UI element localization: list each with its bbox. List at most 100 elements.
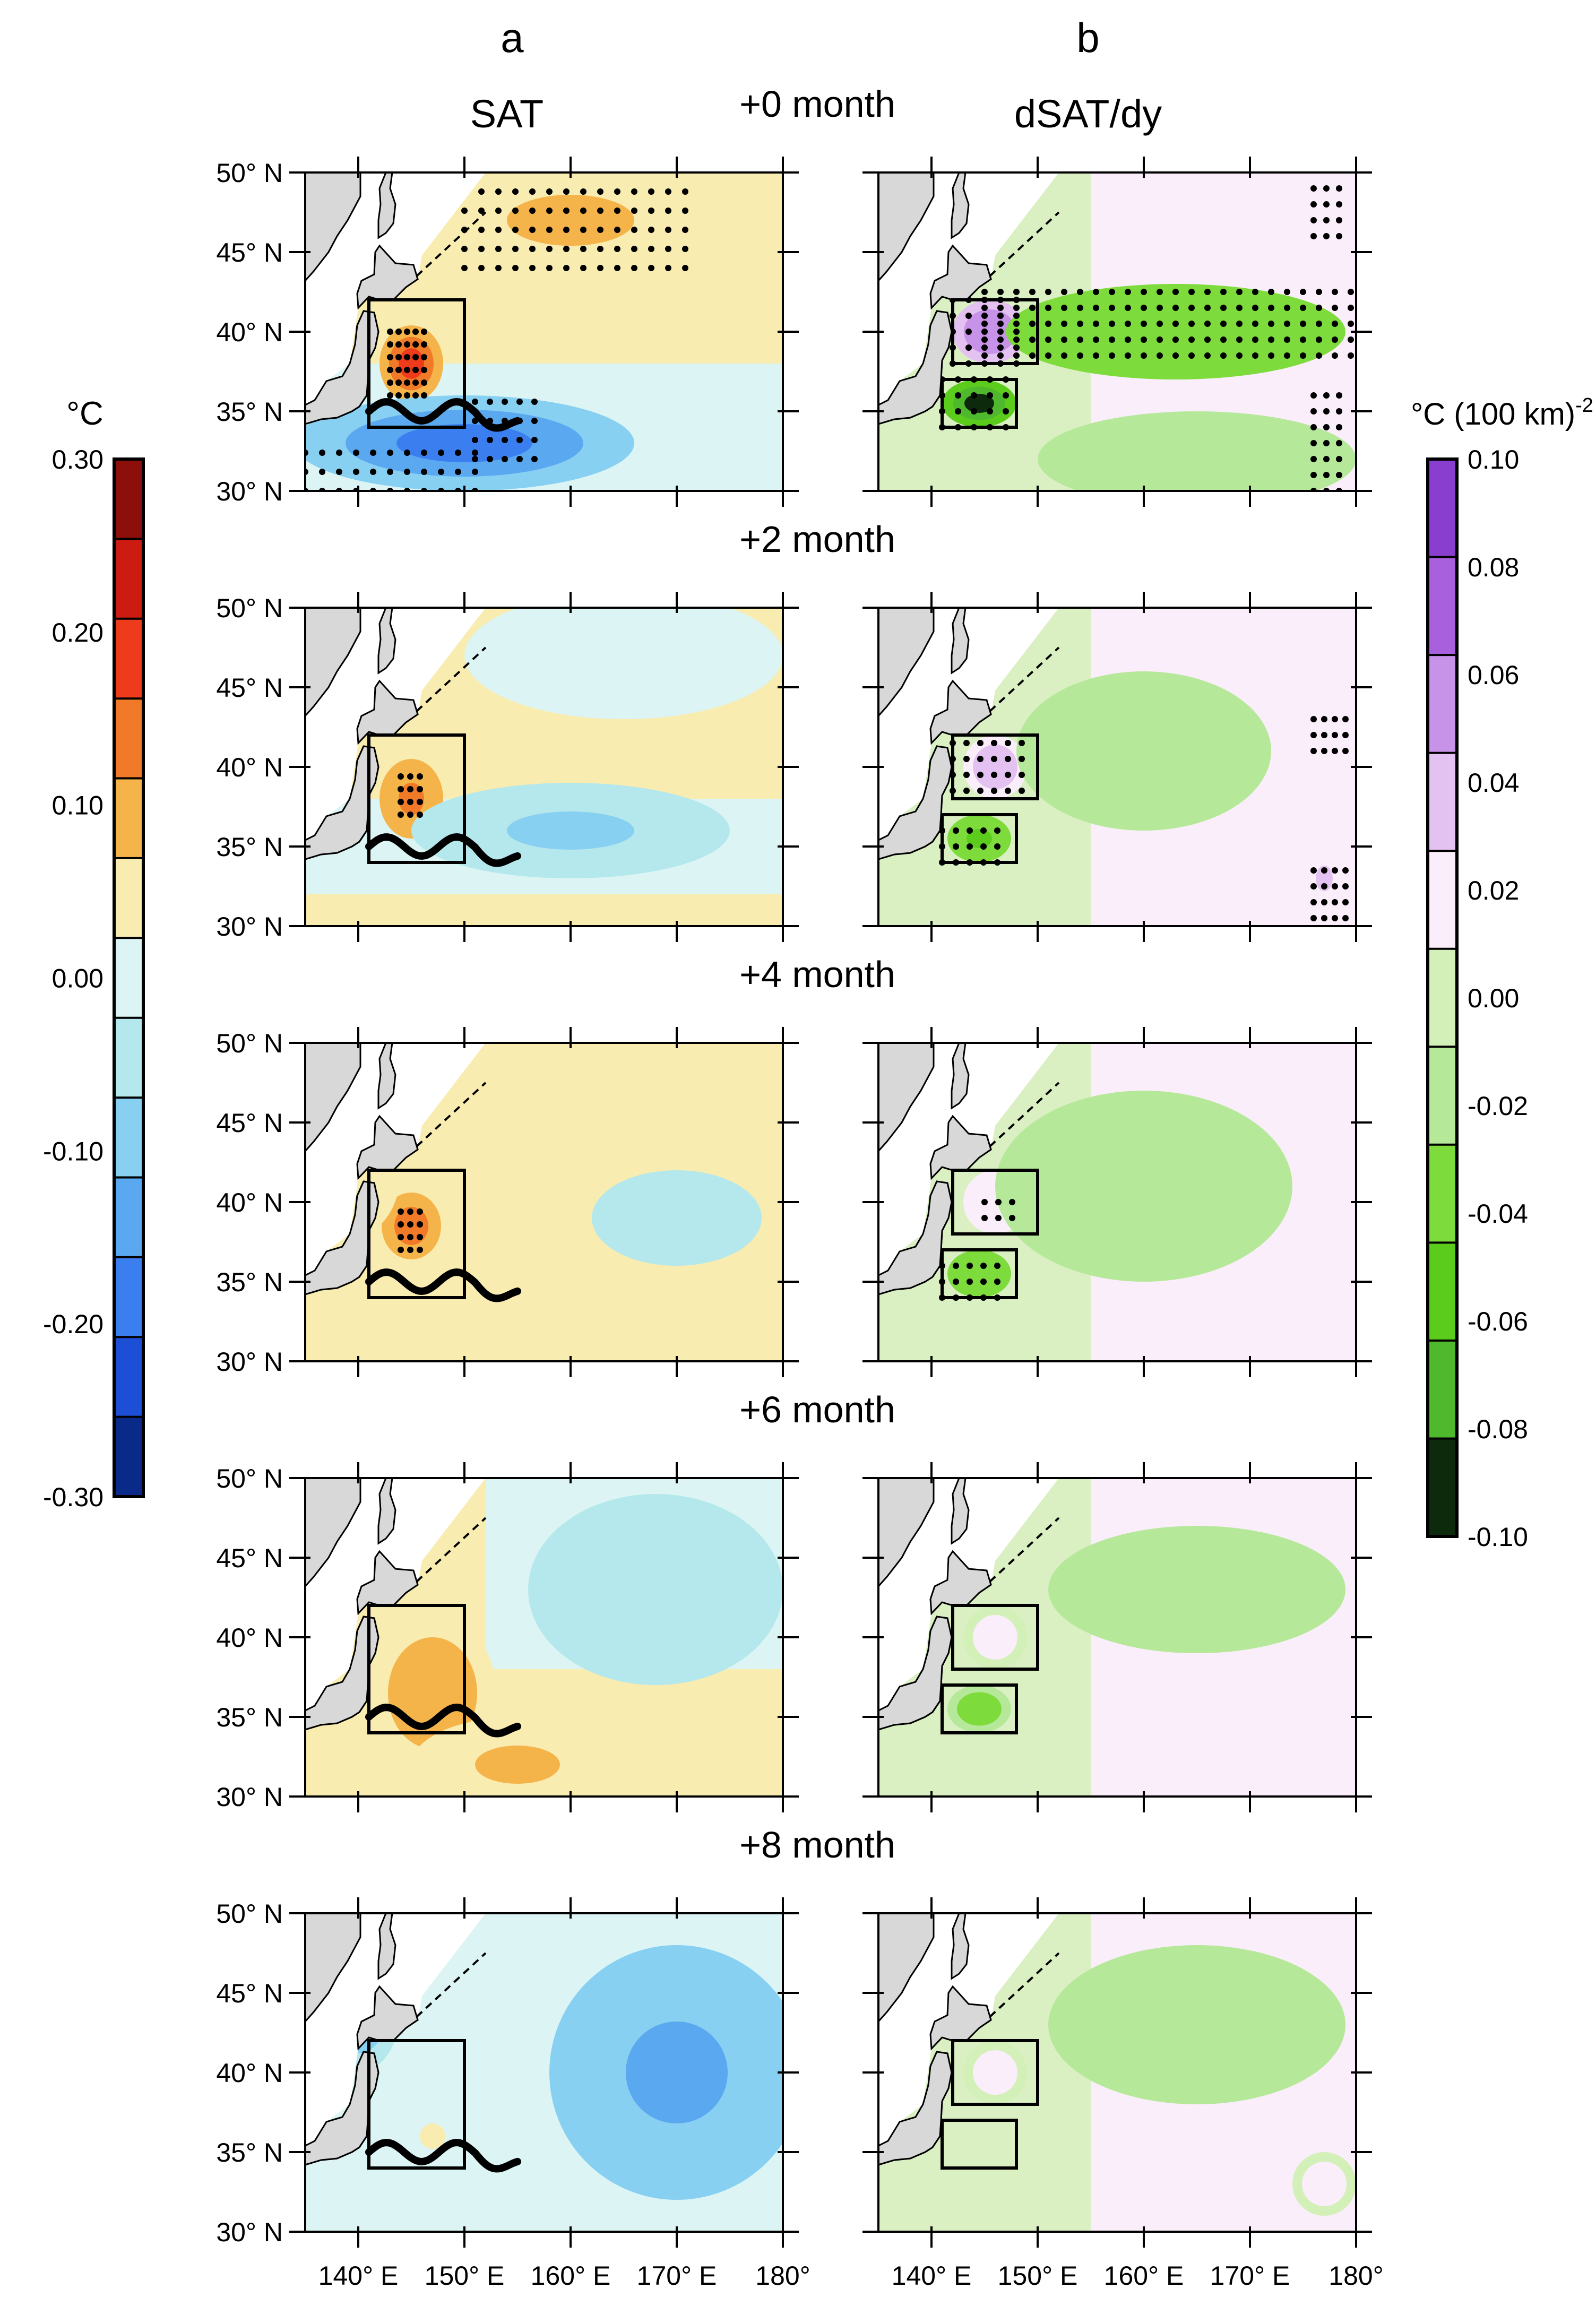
lon-tick-label: 180° — [1328, 2261, 1383, 2291]
significance-dot-71 — [395, 392, 402, 399]
significance-dot-148 — [472, 399, 478, 405]
kuroshio-path — [365, 833, 521, 867]
significance-dot-139 — [487, 437, 493, 443]
significance-dot-98 — [1013, 289, 1020, 295]
significance-dot-23 — [614, 246, 620, 252]
sat-colorbar-swatch-0 — [114, 459, 143, 539]
dsat-colorbar-unit-base: °C (100 km) — [1411, 397, 1575, 431]
significance-dot-107 — [1157, 289, 1163, 295]
lat-tick-label: 35° N — [216, 1267, 283, 1297]
dsat-north-box — [951, 1604, 1039, 1671]
sat-colorbar-swatch-8 — [114, 1098, 143, 1178]
significance-dot-29 — [478, 227, 485, 233]
kuroshio-path — [365, 2138, 521, 2173]
significance-dot-131 — [965, 329, 972, 335]
significance-dot-3 — [991, 788, 997, 794]
significance-dot-135 — [502, 456, 508, 462]
significance-dot-6 — [953, 1279, 959, 1285]
significance-dot-93 — [1316, 305, 1322, 311]
significance-dot-58 — [1141, 321, 1147, 327]
significance-dot-142 — [531, 437, 538, 443]
sat-region-box — [367, 2039, 466, 2170]
significance-dot-7 — [1093, 352, 1099, 359]
significance-dot-59 — [1157, 321, 1163, 327]
land-outline-1 — [305, 745, 379, 860]
significance-dot-17 — [1252, 352, 1258, 359]
significance-dot-109 — [1188, 289, 1195, 295]
dsat-south-box — [941, 813, 1018, 864]
significance-dot-65 — [1252, 321, 1258, 327]
significance-dot-27 — [682, 246, 688, 252]
significance-dot-32 — [529, 227, 536, 233]
lat-tick-label: 30° N — [216, 1782, 283, 1812]
lon-tick-label: 170° E — [1210, 2261, 1290, 2291]
land-outline-3 — [951, 172, 970, 239]
significance-dot-12 — [967, 1263, 973, 1269]
significance-dot-159 — [1003, 392, 1009, 399]
significance-dot-0 — [398, 1247, 404, 1253]
significance-dot-10 — [1141, 352, 1147, 359]
significance-dot-30 — [953, 843, 959, 850]
significance-dot-45 — [1332, 899, 1338, 905]
significance-dot-13 — [1188, 352, 1195, 359]
significance-dot-87 — [404, 354, 410, 360]
significance-dot-89 — [421, 354, 427, 360]
significance-dot-174 — [1310, 440, 1317, 446]
significance-dot-11 — [1019, 772, 1025, 778]
significance-dot-134 — [1013, 329, 1020, 335]
significance-dot-45 — [512, 208, 519, 214]
map-field — [878, 608, 1356, 926]
significance-dot-14 — [994, 1263, 1000, 1269]
significance-dot-88 — [1236, 305, 1243, 311]
significance-dot-69 — [682, 188, 688, 195]
significance-dot-9 — [991, 772, 997, 778]
significance-dot-8 — [977, 772, 984, 778]
significance-dot-137 — [531, 456, 538, 462]
significance-dot-47 — [1348, 336, 1354, 343]
lat-tick-label: 35° N — [216, 832, 283, 862]
significance-dot-47 — [1310, 883, 1317, 889]
anomaly-contour-2-2 — [1312, 2171, 1337, 2197]
sat-map-2: 50° N 45° N 40° N 35° N 30° N — [216, 1027, 799, 1377]
lon-tick-label: 150° E — [425, 2261, 505, 2291]
significance-dot-37 — [614, 227, 620, 233]
significance-dot-97 — [997, 289, 1004, 295]
significance-dot-85 — [387, 354, 393, 360]
significance-dot-55 — [682, 208, 688, 214]
significance-dot-16 — [995, 1215, 1002, 1221]
significance-dot-171 — [1310, 456, 1317, 462]
lat-tick-label: 45° N — [216, 1543, 283, 1573]
significance-dot-41 — [1332, 915, 1338, 921]
significance-dot-42 — [1268, 336, 1274, 343]
significance-dot-17 — [1009, 1215, 1015, 1221]
significance-dot-133 — [472, 456, 478, 462]
sat-colorbar-swatch-5 — [114, 858, 143, 938]
anomaly-contour-1-2 — [420, 2123, 445, 2149]
sat-colorbar-tick-label-1: 0.20 — [52, 618, 103, 647]
significance-dot-138 — [997, 313, 1004, 319]
anomaly-contour-1-2 — [964, 394, 994, 413]
sat-map-1: 50° N 45° N 40° N 35° N 30° N — [216, 592, 799, 942]
significance-dot-55 — [1093, 321, 1099, 327]
significance-dot-45 — [1316, 336, 1322, 343]
significance-dot-31 — [967, 843, 973, 850]
significance-dot-117 — [1316, 289, 1322, 295]
significance-dot-43 — [478, 208, 485, 214]
significance-dot-35 — [953, 827, 959, 834]
significance-dot-177 — [1310, 424, 1317, 430]
land-outline-3 — [951, 1913, 970, 1980]
significance-dot-129 — [1013, 344, 1020, 351]
lat-tick-label: 40° N — [216, 1188, 283, 1217]
significance-dot-49 — [997, 321, 1004, 327]
land-outline-0 — [878, 1478, 935, 1588]
significance-dot-37 — [980, 827, 987, 834]
significance-dot-62 — [1342, 732, 1349, 738]
sat-colorbar-tick-label-5: -0.20 — [43, 1309, 103, 1339]
significance-dot-23 — [1348, 352, 1354, 359]
significance-dot-55 — [1310, 748, 1317, 754]
significance-dot-3 — [512, 265, 519, 271]
dsat-colorbar-swatch-9 — [1428, 1340, 1457, 1439]
significance-dot-158 — [987, 392, 993, 399]
significance-dot-24 — [981, 336, 988, 343]
